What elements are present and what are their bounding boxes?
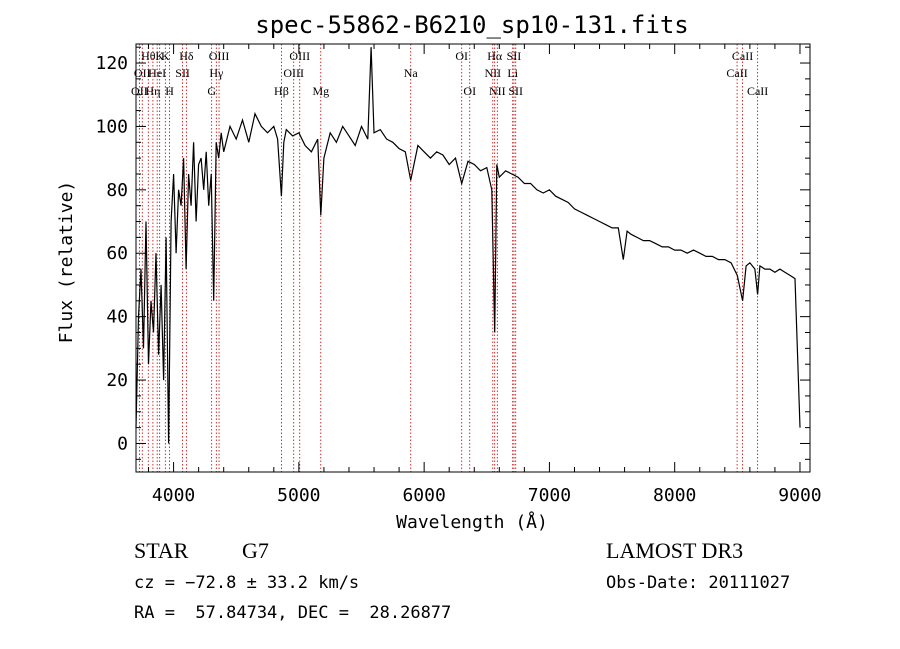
x-axis: 4000 5000 6000 7000 8000 9000	[148, 44, 822, 506]
reference-line-label: K	[161, 49, 170, 63]
reference-line-label: Na	[404, 66, 419, 80]
x-tick-label: 5000	[277, 485, 320, 506]
reference-line-label: Hδ	[179, 49, 194, 63]
coordinates: RA = 57.84734, DEC = 28.26877	[134, 603, 452, 623]
reference-line-label: OIII	[283, 66, 304, 80]
y-tick-label: 20	[106, 370, 128, 391]
plot-frame	[135, 43, 811, 473]
y-tick-label: 0	[117, 433, 128, 454]
reference-line-labels: OIIOIIHθHηHeIKKHSIIHδGHγOIIIHβOIIIOIIIMg…	[131, 49, 768, 98]
x-tick-label: 8000	[653, 485, 696, 506]
reference-line-label: Hγ	[209, 66, 224, 80]
reference-line-label: HeI	[148, 66, 166, 80]
reference-line-label: Hα	[487, 49, 503, 63]
reference-line-label: CaII	[732, 49, 753, 63]
reference-line-label: K	[155, 49, 164, 63]
reference-line-label: NII	[489, 84, 506, 98]
y-tick-label: 60	[106, 243, 128, 264]
x-tick-label: 6000	[402, 485, 445, 506]
observation-date: Obs-Date: 20111027	[606, 573, 791, 593]
spectrum-line	[135, 47, 801, 444]
redshift-velocity: cz = −72.8 ± 33.2 km/s	[134, 573, 360, 593]
chart-title: spec-55862-B6210_sp10-131.fits	[255, 11, 688, 39]
y-tick-label: 80	[106, 180, 128, 201]
reference-line-label: OI	[463, 84, 476, 98]
y-axis: 0 20 40 60 80 100 120	[95, 46, 810, 460]
reference-line-label: OII	[134, 66, 151, 80]
y-tick-label: 40	[106, 307, 128, 328]
x-tick-label: 9000	[778, 485, 821, 506]
reference-line-label: OIII	[289, 49, 310, 63]
reference-line-label: SII	[508, 84, 523, 98]
reference-line-label: CaII	[726, 66, 747, 80]
x-tick-label: 7000	[528, 485, 571, 506]
reference-line-label: OII	[131, 84, 148, 98]
reference-line-label: H	[165, 84, 174, 98]
reference-line-label: OIII	[209, 49, 230, 63]
object-class: STAR	[134, 538, 189, 563]
survey-name: LAMOST DR3	[606, 538, 744, 563]
reference-lines	[138, 44, 759, 472]
y-tick-label: 100	[95, 116, 128, 137]
reference-line-label: Mg	[312, 84, 329, 98]
reference-line-label: SII	[507, 49, 522, 63]
reference-line-label: OI	[455, 49, 468, 63]
reference-line-label: Hη	[145, 84, 160, 98]
object-subclass: G7	[242, 538, 269, 563]
x-tick-label: 4000	[152, 485, 195, 506]
x-axis-label: Wavelength (Å)	[396, 511, 548, 533]
reference-line-label: Li	[507, 66, 518, 80]
y-tick-label: 120	[95, 53, 128, 74]
y-axis-label: Flux (relative)	[56, 181, 77, 344]
reference-line-label: Hθ	[141, 49, 156, 63]
reference-line-label: G	[207, 84, 216, 98]
reference-line-label: SII	[175, 66, 190, 80]
reference-line-label: Hβ	[274, 84, 289, 98]
reference-line-label: CaII	[747, 84, 768, 98]
reference-line-label: NII	[484, 66, 501, 80]
